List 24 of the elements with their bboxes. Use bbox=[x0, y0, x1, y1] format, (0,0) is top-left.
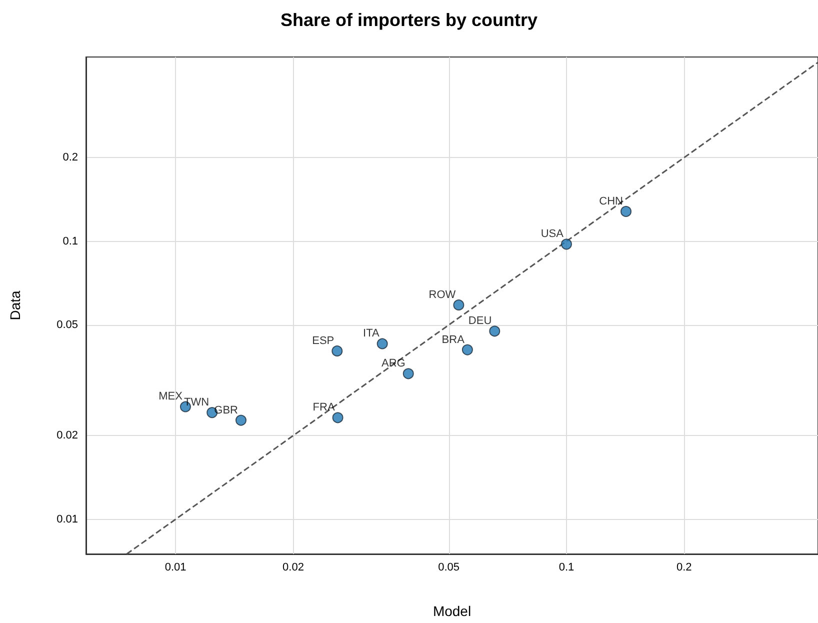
annotation: FRA bbox=[312, 402, 336, 414]
annotation: BRA bbox=[442, 334, 466, 346]
x-tick-label: 0.2 bbox=[676, 562, 692, 574]
y-tick-label: 0.2 bbox=[62, 152, 78, 164]
annotation: USA bbox=[540, 228, 564, 240]
annotation: ITA bbox=[363, 328, 380, 340]
x-tick-label: 0.02 bbox=[282, 562, 304, 574]
annotation: ESP bbox=[312, 334, 334, 347]
y-tick-label: 0.01 bbox=[56, 513, 78, 526]
x-tick-label: 0.01 bbox=[164, 562, 186, 574]
y-tick-label: 0.05 bbox=[56, 318, 78, 331]
chart-title: Share of importers by country bbox=[280, 10, 538, 30]
annotation: MEX bbox=[158, 390, 184, 403]
x-tick-label: 0.05 bbox=[438, 562, 460, 574]
annotation: TWN bbox=[184, 396, 210, 409]
y-axis-title: Data bbox=[7, 290, 23, 320]
annotation: ROW bbox=[428, 288, 456, 301]
annotation: DEU bbox=[468, 315, 492, 328]
x-axis-title: Model bbox=[432, 603, 472, 619]
annotation: ARG bbox=[382, 358, 406, 370]
y-tick-label: 0.1 bbox=[62, 235, 78, 248]
y-tick-label: 0.02 bbox=[56, 430, 78, 442]
annotation: CHN bbox=[599, 195, 624, 208]
x-tick-label: 0.1 bbox=[558, 562, 574, 574]
